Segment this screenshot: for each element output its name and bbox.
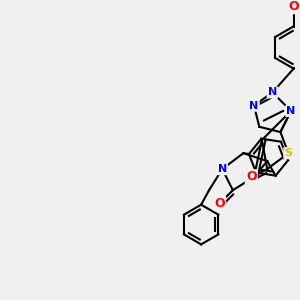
- Text: S: S: [284, 148, 292, 158]
- Text: N: N: [286, 106, 296, 116]
- Text: O: O: [288, 0, 299, 13]
- Text: N: N: [249, 100, 259, 111]
- Text: O: O: [214, 197, 225, 210]
- Text: N: N: [268, 87, 277, 98]
- Text: O: O: [246, 170, 257, 184]
- Text: N: N: [218, 164, 227, 174]
